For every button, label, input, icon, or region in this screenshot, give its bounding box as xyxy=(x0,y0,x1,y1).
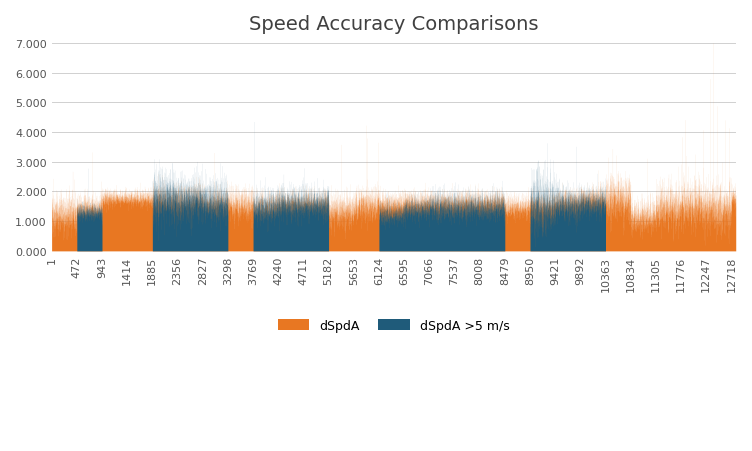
Legend: dSpdA, dSpdA >5 m/s: dSpdA, dSpdA >5 m/s xyxy=(278,319,509,332)
Title: Speed Accuracy Comparisons: Speed Accuracy Comparisons xyxy=(249,15,538,34)
